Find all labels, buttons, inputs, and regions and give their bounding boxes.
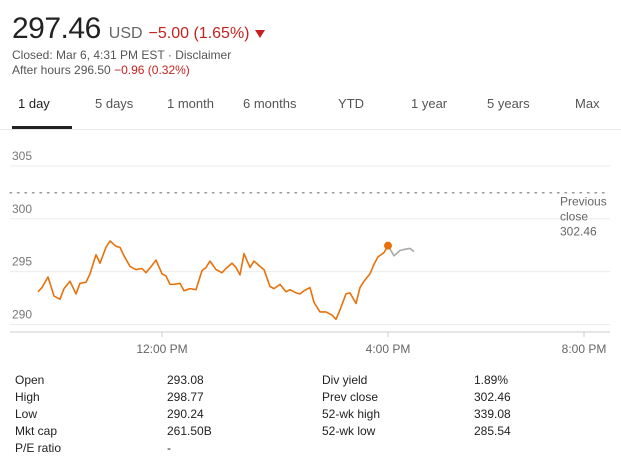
stat-label-52wk-high: 52-wk high xyxy=(322,407,381,421)
after-hours-price: After hours 296.50 xyxy=(12,63,111,77)
last-price-point xyxy=(384,241,392,250)
stat-label-52wk-low: 52-wk low xyxy=(322,424,376,438)
disclaimer-link[interactable]: Disclaimer xyxy=(175,48,232,62)
after-hours-series-line xyxy=(387,245,415,257)
y-tick-label-305: 305 xyxy=(12,149,32,163)
stat-value-prev-close: 302.46 xyxy=(474,390,511,404)
stat-value-52wk-low: 285.54 xyxy=(474,424,511,438)
price-series-line xyxy=(37,240,389,321)
quote-header: 297.46 USD −5.00 (1.65%) xyxy=(12,12,265,46)
stat-label-low: Low xyxy=(15,407,38,421)
previous-close-value: 302.46 xyxy=(560,225,597,239)
x-tick-label: 4:00 PM xyxy=(366,342,411,356)
tab-max[interactable]: Max xyxy=(575,96,600,111)
tab-5-years[interactable]: 5 years xyxy=(487,96,530,111)
stat-value-mkt-cap: 261.50B xyxy=(167,424,212,438)
y-tick-label-295: 295 xyxy=(12,255,32,269)
x-tick-label: 8:00 PM xyxy=(562,342,607,356)
stat-label-prev-close: Prev close xyxy=(322,390,379,404)
active-tab-indicator xyxy=(12,126,72,129)
separator-dot: · xyxy=(167,48,172,62)
range-tabs: 1 day 5 days 1 month 6 months YTD 1 year… xyxy=(0,90,621,128)
stat-value-52wk-high: 339.08 xyxy=(474,407,511,421)
currency-code: USD xyxy=(108,25,143,42)
tab-6-months[interactable]: 6 months xyxy=(243,96,297,111)
stat-value-div-yield: 1.89% xyxy=(474,373,509,387)
stat-value-pe-ratio: - xyxy=(167,441,171,455)
y-tick-label-300: 300 xyxy=(12,202,32,216)
y-tick-label-290: 290 xyxy=(12,308,32,322)
stat-value-low: 290.24 xyxy=(167,407,204,421)
stat-value-high: 298.77 xyxy=(167,390,204,404)
stat-label-pe-ratio: P/E ratio xyxy=(15,441,62,455)
x-tick-label: 12:00 PM xyxy=(136,342,187,356)
tab-1-month[interactable]: 1 month xyxy=(167,96,214,111)
tabs-divider xyxy=(0,129,621,130)
stat-label-open: Open xyxy=(15,373,45,387)
after-hours-info: After hours 296.50 −0.96 (0.32%) xyxy=(12,63,190,77)
stat-label-div-yield: Div yield xyxy=(322,373,368,387)
after-hours-change: −0.96 (0.32%) xyxy=(114,63,190,77)
closed-info: Closed: Mar 6, 4:31 PM EST · Disclaimer xyxy=(12,48,231,62)
closed-time: Closed: Mar 6, 4:31 PM EST xyxy=(12,48,165,62)
stat-value-open: 293.08 xyxy=(167,373,204,387)
previous-close-label: close xyxy=(560,210,588,224)
previous-close-label: Previous xyxy=(560,195,607,209)
tab-5-days[interactable]: 5 days xyxy=(95,96,134,111)
tab-1-day[interactable]: 1 day xyxy=(18,96,50,111)
down-arrow-icon xyxy=(254,30,265,38)
stat-label-mkt-cap: Mkt cap xyxy=(15,424,58,438)
tab-1-year[interactable]: 1 year xyxy=(411,96,448,111)
stat-label-high: High xyxy=(15,390,40,404)
current-price: 297.46 xyxy=(12,12,101,45)
price-change: −5.00 (1.65%) xyxy=(148,25,250,42)
tab-ytd[interactable]: YTD xyxy=(338,96,364,111)
